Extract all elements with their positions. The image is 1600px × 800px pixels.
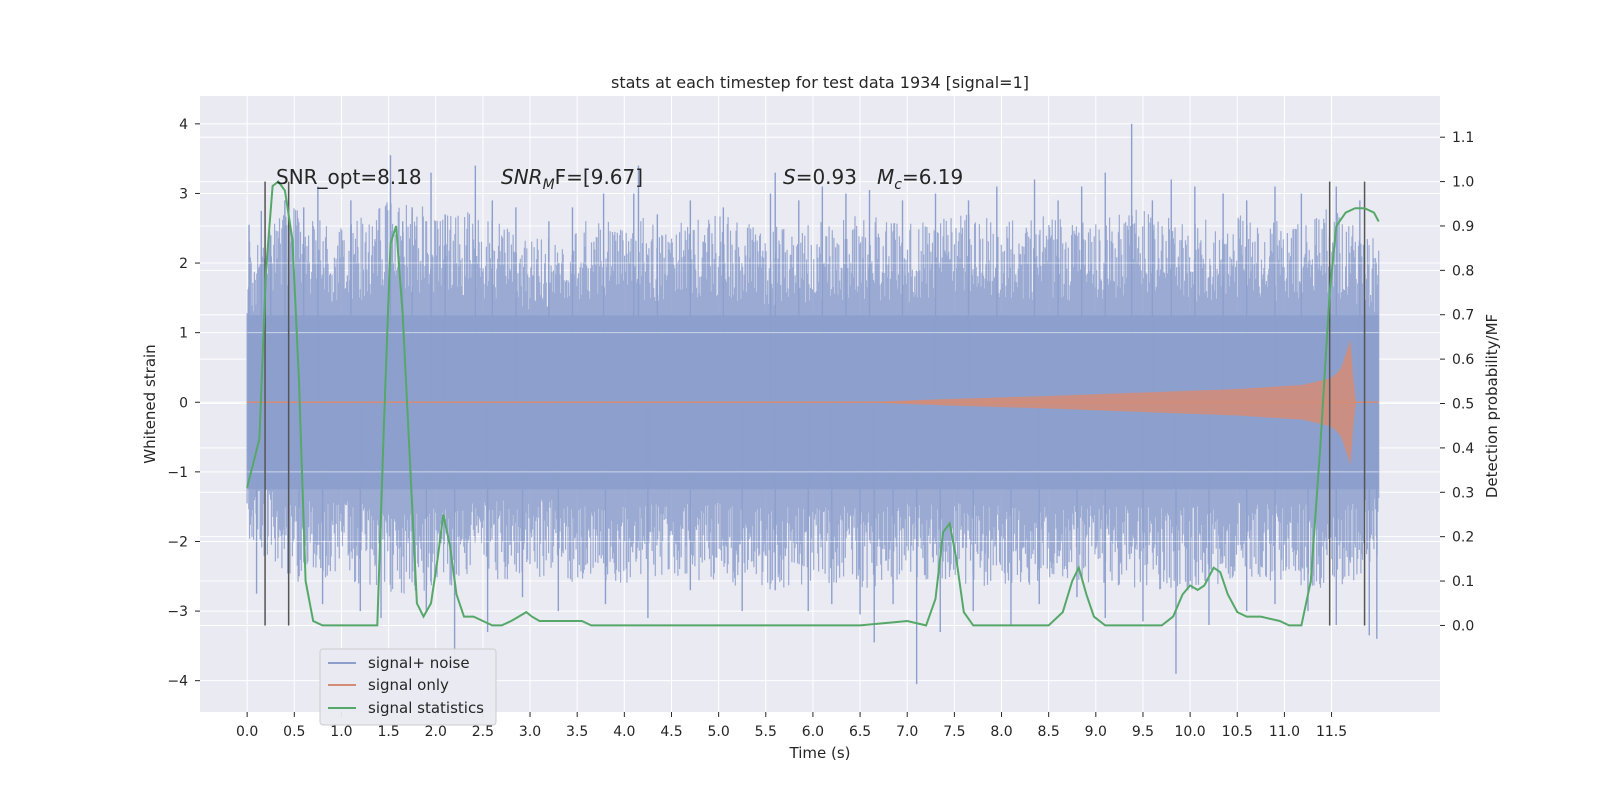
- legend-box: [319, 648, 497, 726]
- axes: 0.0 0.5 1.0 1.5 2.0 2.5 3.0 3.5 4.0 4.5 5.0 5.5 6.0 6…: [167, 117, 1474, 740]
- chart-title: stats at each timestep for test data 193…: [611, 73, 1029, 92]
- annotation-snr-mf-rest: F=[9.67]: [555, 165, 643, 189]
- y-right-tick-label: 0.0: [1452, 618, 1474, 634]
- y-right-tick-label: 0.1: [1452, 574, 1474, 590]
- y-tick-label: 2: [179, 256, 188, 272]
- annotation-mc-sub: c: [894, 177, 902, 193]
- x-tick-label: 11.5: [1316, 724, 1347, 740]
- x-tick-label: 7.5: [943, 724, 965, 740]
- y-right-tick-label: 0.7: [1452, 308, 1474, 324]
- annotation-s: S=0.93: [783, 165, 857, 189]
- y-tick-label: 0: [179, 395, 188, 411]
- x-tick-label: 4.5: [660, 724, 682, 740]
- annotation-snr-mf: SNRMF=[9.67]: [501, 165, 643, 193]
- x-tick-label: 2.0: [425, 724, 447, 740]
- y-axis-right-label: Detection probability/MF: [1483, 314, 1501, 498]
- x-tick-label: 1.5: [377, 724, 399, 740]
- x-tick-label: 2.5: [472, 724, 494, 740]
- legend-label-noise: signal+ noise: [368, 654, 470, 672]
- x-tick-label: 8.0: [990, 724, 1012, 740]
- annotation-s-label: S: [783, 165, 796, 189]
- x-tick-label: 5.0: [707, 724, 729, 740]
- x-tick-label: 6.0: [802, 724, 824, 740]
- annotation-snr-mf-base: SNR: [501, 165, 543, 189]
- legend-label-signal: signal only: [368, 676, 449, 694]
- x-tick-label: 9.0: [1085, 724, 1107, 740]
- x-tick-label: 11.0: [1269, 724, 1300, 740]
- y-right-tick-label: 1.0: [1452, 175, 1474, 191]
- y-right-tick-label: 0.9: [1452, 219, 1474, 235]
- y-right-tick-label: 0.4: [1452, 441, 1474, 457]
- x-tick-label: 10.0: [1175, 724, 1206, 740]
- signal-statistics-series: [246, 180, 1380, 627]
- x-tick-label: 3.0: [519, 724, 541, 740]
- x-tick-label: 6.5: [849, 724, 871, 740]
- y-tick-label: 4: [179, 117, 188, 133]
- y-right-tick-label: 0.3: [1452, 485, 1474, 501]
- y-tick-label: −3: [167, 604, 188, 620]
- x-tick-label: 1.0: [330, 724, 352, 740]
- y-tick-label: 1: [179, 326, 188, 342]
- y-right-tick-label: 0.8: [1452, 263, 1474, 279]
- annotation-snr-opt: SNR_opt=8.18: [276, 165, 422, 189]
- y-axis-label: Whitened strain: [141, 344, 159, 463]
- y-right-tick-label: 0.5: [1452, 397, 1474, 413]
- x-tick-label: 0.0: [236, 724, 258, 740]
- y-tick-label: −2: [167, 534, 188, 550]
- y-right-tick-label: 1.1: [1452, 130, 1474, 146]
- x-tick-label: 10.5: [1222, 724, 1253, 740]
- x-tick-label: 9.5: [1132, 724, 1154, 740]
- x-tick-label: 5.5: [755, 724, 777, 740]
- annotation-mc: Mc=6.19: [877, 165, 963, 193]
- x-tick-label: 3.5: [566, 724, 588, 740]
- y-tick-label: −4: [167, 674, 188, 690]
- annotation-mc-label: M: [877, 165, 894, 189]
- legend-label-stat: signal statistics: [368, 699, 484, 717]
- x-tick-label: 0.5: [283, 724, 305, 740]
- y-tick-label: −1: [167, 465, 188, 481]
- x-tick-label: 7.0: [896, 724, 918, 740]
- legend: signal+ noise signal only signal statist…: [319, 648, 497, 726]
- annotation-snr-mf-sub: M: [543, 177, 555, 193]
- y-right-tick-label: 0.6: [1452, 352, 1474, 368]
- x-tick-label: 4.0: [613, 724, 635, 740]
- x-axis-label: Time (s): [789, 744, 851, 762]
- x-tick-label: 8.5: [1038, 724, 1060, 740]
- y-right-tick-label: 0.2: [1452, 530, 1474, 546]
- y-tick-label: 3: [179, 186, 188, 202]
- plot-area: [246, 123, 1380, 685]
- annotation-s-value: =0.93: [796, 165, 857, 189]
- annotation-mc-value: =6.19: [902, 165, 963, 189]
